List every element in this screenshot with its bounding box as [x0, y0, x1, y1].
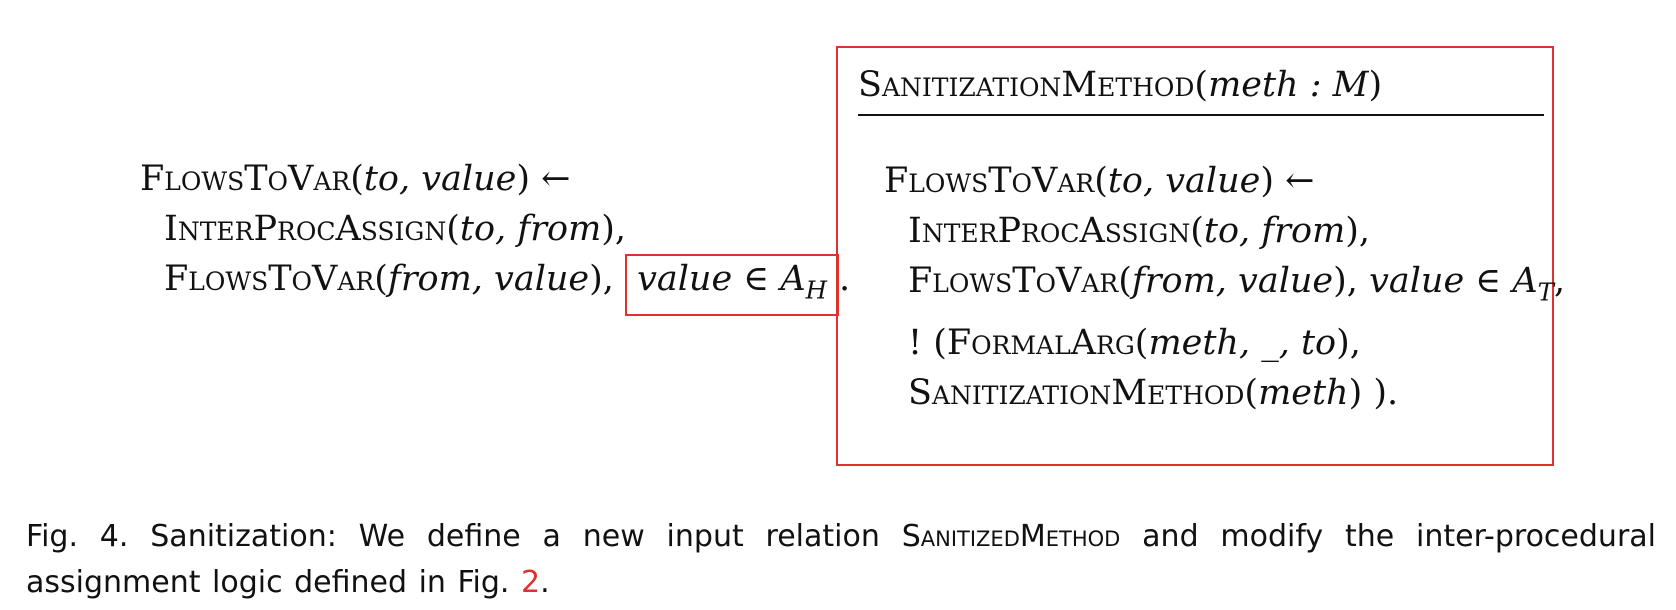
right-rule-body3: ! (FormalArg(meth, _, to), [908, 322, 1361, 363]
right-body2-pred: FlowsToVar [908, 261, 1119, 301]
right-body2-op: ∈ [1475, 261, 1502, 301]
negation: ! [908, 322, 923, 363]
left-body1-args: to, from [459, 209, 602, 249]
left-body1-pred: InterProcAssign [164, 209, 447, 249]
sanitization-panel: SanitizationMethod(meth : M) FlowsToVar(… [836, 46, 1565, 466]
header-pred: SanitizationMethod [858, 65, 1195, 105]
header-args: meth : M [1208, 65, 1369, 105]
right-rule-head: FlowsToVar(to, value) ← [884, 161, 1315, 201]
right-body4-end: ). [1373, 372, 1399, 413]
left-end: . [839, 259, 851, 299]
right-body4-args: meth [1258, 372, 1349, 413]
right-head-args: to, value [1107, 161, 1261, 201]
highlight-set: A [780, 259, 806, 299]
caption-text-before: Sanitization: We define a new input rela… [150, 519, 880, 554]
right-rule-body4: SanitizationMethod(meth) ). [908, 372, 1399, 413]
left-body2-pred: FlowsToVar [164, 259, 375, 299]
caption-end: . [540, 565, 550, 600]
right-body3-pred: FormalArg [946, 322, 1135, 363]
right-body2-var: value [1369, 261, 1465, 301]
left-head-args: to, value [363, 159, 517, 199]
right-rule-body1: InterProcAssign(to, from), [908, 211, 1371, 251]
left-arrow: ← [541, 159, 571, 199]
right-body2-sub: T [1537, 277, 1554, 307]
left-rule-body1: InterProcAssign(to, from), [164, 209, 627, 249]
right-head-pred: FlowsToVar [884, 161, 1095, 201]
right-rule-body2: FlowsToVar(from, value), value ∈ AT, [908, 261, 1566, 307]
panel-header: SanitizationMethod(meth : M) [858, 62, 1544, 116]
caption-relation: SanitizedMethod [901, 519, 1121, 554]
right-body2-set: A [1512, 261, 1538, 301]
left-rule-head: FlowsToVar(to, value) ← [140, 159, 571, 199]
left-rule: FlowsToVar(to, value) ← InterProcAssign(… [140, 154, 850, 316]
caption-text-after: and modify the inter-procedural assignme… [26, 519, 1656, 600]
right-body1-args: to, from [1203, 211, 1346, 251]
left-body2-args: from, value [387, 259, 590, 299]
highlight-sub: H [805, 275, 828, 305]
right-arrow: ← [1285, 161, 1315, 201]
highlight-box: value ∈ AH [625, 254, 840, 316]
left-head-pred: FlowsToVar [140, 159, 351, 199]
right-rule: FlowsToVar(to, value) ← InterProcAssign(… [884, 156, 1565, 418]
right-body1-pred: InterProcAssign [908, 211, 1191, 251]
figure-caption: Fig. 4. Sanitization: We define a new in… [26, 514, 1656, 606]
highlight-op: ∈ [743, 259, 770, 299]
left-rule-body2: FlowsToVar(from, value), value ∈ AH. [140, 254, 850, 316]
highlight-var: value [637, 259, 733, 299]
right-body2-args: from, value [1131, 261, 1334, 301]
caption-label: Fig. 4. [26, 519, 129, 554]
right-body4-pred: SanitizationMethod [908, 372, 1245, 413]
figure-reference-link[interactable]: 2 [521, 565, 541, 600]
right-body3-args: meth, _, to [1148, 322, 1337, 363]
